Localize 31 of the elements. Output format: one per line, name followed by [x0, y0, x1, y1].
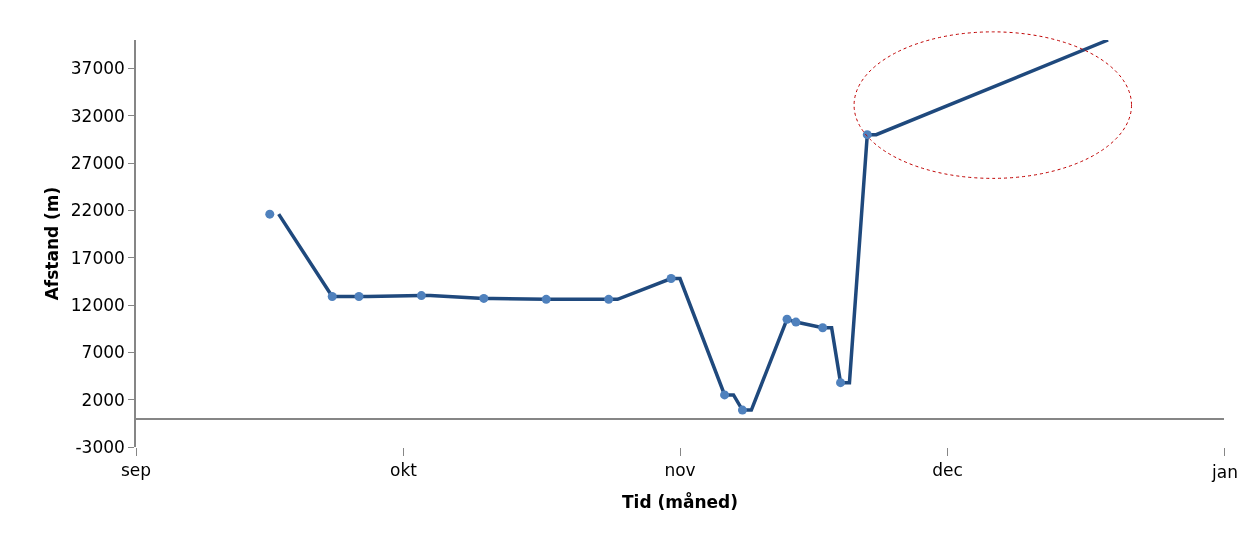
point — [265, 209, 275, 219]
y-tick-label: 2000 — [81, 389, 125, 410]
point — [541, 294, 551, 304]
y-tick-label: 32000 — [70, 105, 125, 126]
point — [354, 292, 364, 301]
point — [720, 390, 730, 400]
point — [862, 130, 872, 140]
point — [479, 293, 489, 303]
text: jan — [1211, 462, 1238, 482]
point — [836, 378, 846, 388]
point — [818, 323, 828, 333]
y-tick-label: 22000 — [70, 200, 125, 221]
point — [666, 274, 676, 284]
point — [416, 291, 426, 301]
point — [327, 292, 337, 301]
x-tick-label: dec — [932, 460, 963, 481]
x-tick-label: nov — [664, 460, 696, 481]
x-tick-label: sep — [120, 460, 152, 481]
y-axis-title: Afstand (m) — [41, 186, 62, 301]
point — [791, 317, 801, 327]
y-tick-label: 7000 — [81, 342, 125, 363]
point — [604, 294, 614, 304]
y-tick-label: 27000 — [70, 153, 125, 173]
point — [782, 314, 792, 324]
y-tick-label: 12000 — [70, 294, 125, 315]
y-tick-label: -3000 — [75, 436, 125, 457]
y-tick-label: 37000 — [70, 58, 125, 79]
point — [737, 405, 747, 415]
x-tick-label: okt — [390, 460, 418, 481]
x-axis-title: Tid (måned) — [621, 490, 739, 512]
y-tick-label: 17000 — [70, 247, 125, 268]
